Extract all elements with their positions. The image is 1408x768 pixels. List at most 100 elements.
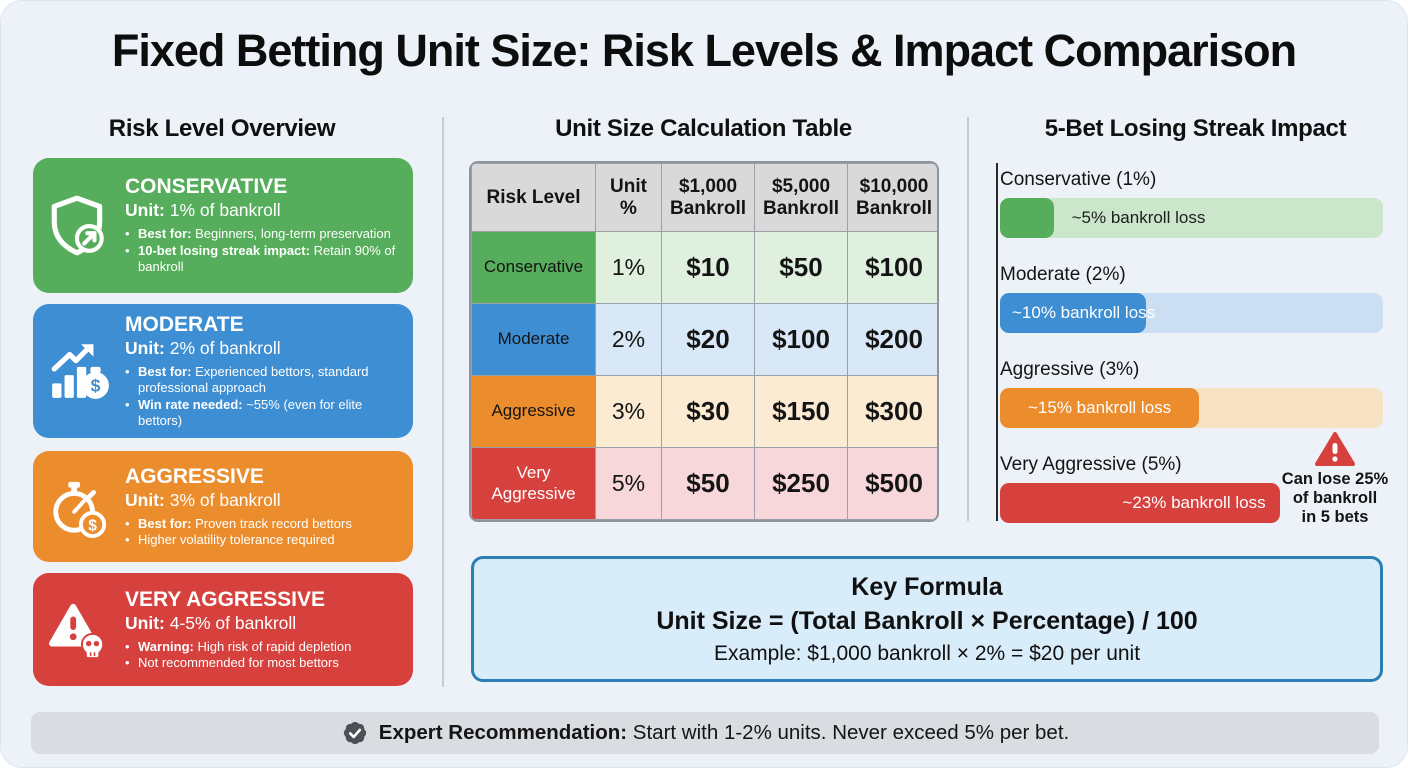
table-heading: Unit Size Calculation Table: [555, 115, 852, 142]
formula-example: Example: $1,000 bankroll × 2% = $20 per …: [713, 642, 1141, 665]
card-bullet: • Warning: High risk of rapid depletion: [125, 638, 352, 654]
growth-chart-money-icon: $: [33, 338, 125, 404]
shield-trend-icon: [33, 193, 125, 259]
impact-bar-conservative: Conservative (1%) ~5% bankroll loss: [1000, 169, 1383, 238]
bar-value-label: ~5% bankroll loss: [1071, 208, 1206, 227]
table-row: Conservative 1% $10 $50 $100: [471, 231, 937, 304]
page-title: Fixed Betting Unit Size: Risk Levels & I…: [111, 25, 1297, 76]
table-cell-value: $150: [754, 375, 848, 448]
unit-size-table: Risk Level Unit % $1,000 Bankroll $5,000…: [469, 161, 939, 522]
table-cell-risk: Conservative: [471, 231, 596, 304]
card-unit: Unit: 3% of bankroll: [125, 489, 281, 510]
expert-recommendation-bar: Expert Recommendation: Start with 1-2% u…: [31, 712, 1379, 754]
table-header-cell: Risk Level: [471, 163, 596, 232]
table-row: Very Aggressive 5% $50 $250 $500: [471, 447, 937, 520]
table-cell-value: $100: [754, 303, 848, 376]
card-bullet: • 10-bet losing streak impact: Retain 90%…: [125, 242, 396, 275]
table-cell-value: $30: [661, 375, 755, 448]
risk-card-aggressive: $ AGGRESSIVE Unit: 3% of bankroll • Best …: [33, 451, 413, 562]
impact-chart: Conservative (1%) ~5% bankroll loss Mode…: [1000, 169, 1383, 549]
card-content: VERY AGGRESSIVE Unit: 4-5% of bankroll •…: [125, 578, 413, 682]
card-content: MODERATE Unit: 2% of bankroll • Best for:…: [125, 303, 413, 440]
card-title: MODERATE: [125, 312, 244, 336]
section-divider: [442, 117, 444, 687]
card-title: CONSERVATIVE: [125, 175, 288, 199]
bar-label: Moderate (2%): [1000, 264, 1126, 285]
key-formula-box: Key Formula Unit Size = (Total Bankroll …: [471, 556, 1383, 682]
card-unit: Unit: 2% of bankroll: [125, 337, 281, 358]
table-cell-unit: 2%: [595, 303, 662, 376]
bar-track: ~15% bankroll loss: [1000, 388, 1383, 428]
table-cell-unit: 3%: [595, 375, 662, 448]
table-header-row: Risk Level Unit % $1,000 Bankroll $5,000…: [471, 163, 937, 232]
overview-heading: Risk Level Overview: [108, 115, 336, 142]
bar-track: ~5% bankroll loss: [1000, 198, 1383, 238]
table-cell-value: $200: [847, 303, 937, 376]
table-header-cell: $5,000 Bankroll: [754, 163, 848, 232]
footer-text: Expert Recommendation: Start with 1-2% u…: [378, 721, 1070, 744]
table-cell-value: $50: [661, 447, 755, 520]
table-cell-value: $20: [661, 303, 755, 376]
card-content: CONSERVATIVE Unit: 1% of bankroll • Best …: [125, 165, 413, 286]
impact-bar-moderate: Moderate (2%) ~10% bankroll loss: [1000, 264, 1383, 333]
bar-value-label: ~23% bankroll loss: [1122, 493, 1266, 512]
bar-fill: ~23% bankroll loss: [1000, 483, 1280, 523]
bar-fill: ~10% bankroll loss: [1000, 293, 1155, 333]
warning-skull-icon: [33, 599, 125, 661]
risk-card-moderate: $ MODERATE Unit: 2% of bankroll • Best fo…: [33, 304, 413, 438]
impact-axis-line: [996, 163, 998, 521]
svg-text:$: $: [88, 517, 97, 534]
table-cell-value: $300: [847, 375, 937, 448]
table-cell-risk: Very Aggressive: [471, 447, 596, 520]
table-header-cell: $10,000 Bankroll: [847, 163, 937, 232]
formula-equation: Unit Size = (Total Bankroll × Percentage…: [656, 607, 1198, 635]
card-content: AGGRESSIVE Unit: 3% of bankroll • Best fo…: [125, 455, 413, 559]
impact-warning: Can lose 25% of bankroll in 5 bets: [1271, 431, 1399, 527]
card-unit: Unit: 1% of bankroll: [125, 200, 281, 221]
card-bullet: • Higher volatility tolerance required: [125, 532, 335, 547]
table-cell-risk: Aggressive: [471, 375, 596, 448]
table-cell-unit: 1%: [595, 231, 662, 304]
table-cell-risk: Moderate: [471, 303, 596, 376]
stopwatch-money-icon: $: [33, 476, 125, 538]
table-cell-unit: 5%: [595, 447, 662, 520]
impact-heading: 5-Bet Losing Streak Impact: [1044, 115, 1347, 142]
badge-check-icon: [343, 721, 366, 745]
card-bullet: • Best for: Beginners, long-term preserva…: [125, 226, 391, 242]
bar-label: Conservative (1%): [1000, 169, 1157, 190]
card-title: VERY AGGRESSIVE: [125, 587, 325, 611]
section-divider: [967, 117, 969, 521]
bar-value-label: ~10% bankroll loss: [1012, 303, 1156, 322]
table-row: Aggressive 3% $30 $150 $300: [471, 375, 937, 448]
bar-fill: [1000, 198, 1054, 238]
card-unit: Unit: 4-5% of bankroll: [125, 612, 297, 633]
svg-text:$: $: [91, 376, 101, 396]
table-cell-value: $50: [754, 231, 848, 304]
card-bullet: • Not recommended for most bettors: [125, 655, 339, 670]
warning-text: Can lose 25% of bankroll in 5 bets: [1281, 470, 1389, 526]
bar-track: ~23% bankroll loss: [1000, 483, 1383, 523]
warning-triangle-icon: [1315, 432, 1355, 466]
table-cell-value: $500: [847, 447, 937, 520]
bar-fill: ~15% bankroll loss: [1000, 388, 1200, 428]
table-cell-value: $10: [661, 231, 755, 304]
bar-value-label: ~15% bankroll loss: [1027, 398, 1172, 417]
risk-card-conservative: CONSERVATIVE Unit: 1% of bankroll • Best …: [33, 158, 413, 293]
card-bullet: • Best for: Experienced bettors, standard…: [125, 363, 369, 396]
table-cell-value: $250: [754, 447, 848, 520]
card-bullet: • Win rate needed: ~55% (even for elite b…: [125, 396, 363, 429]
bar-label: Aggressive (3%): [1000, 359, 1140, 380]
table-row: Moderate 2% $20 $100 $200: [471, 303, 937, 376]
formula-title: Key Formula: [851, 573, 1003, 601]
impact-bar-aggressive: Aggressive (3%) ~15% bankroll loss: [1000, 359, 1383, 428]
table-header-cell: Unit %: [595, 163, 662, 232]
risk-card-very-aggressive: VERY AGGRESSIVE Unit: 4-5% of bankroll •…: [33, 573, 413, 686]
bar-track: ~10% bankroll loss: [1000, 293, 1383, 333]
card-title: AGGRESSIVE: [125, 464, 264, 488]
table-header-cell: $1,000 Bankroll: [661, 163, 755, 232]
bar-label: Very Aggressive (5%): [1000, 454, 1182, 475]
card-bullet: • Best for: Proven track record bettors: [125, 515, 352, 531]
table-cell-value: $100: [847, 231, 937, 304]
impact-bar-very-aggressive: Very Aggressive (5%) ~23% bankroll loss: [1000, 454, 1383, 523]
